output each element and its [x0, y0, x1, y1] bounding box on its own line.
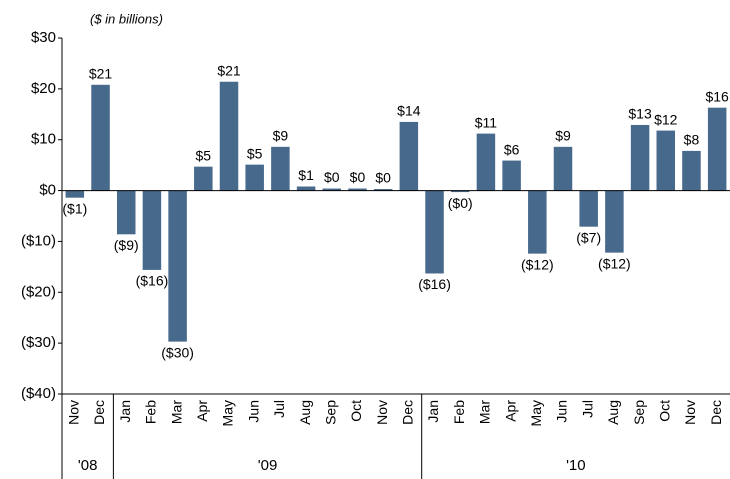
bar — [399, 121, 419, 191]
bar — [296, 186, 316, 191]
x-tick-label: Feb — [451, 400, 467, 424]
y-tick-label: $30 — [31, 29, 56, 46]
chart-subtitle: ($ in billions) — [90, 11, 163, 26]
bar — [450, 190, 470, 193]
data-label: $16 — [705, 88, 729, 104]
data-label: ($1) — [62, 200, 87, 216]
bar — [245, 164, 264, 191]
bar — [707, 107, 727, 191]
x-tick-label: Mar — [477, 400, 493, 424]
bar — [476, 133, 496, 191]
x-tick-label: Dec — [400, 400, 416, 425]
x-tick-label: Apr — [194, 400, 210, 422]
data-label: $5 — [196, 147, 212, 163]
bar — [656, 130, 676, 191]
x-tick-label: Jul — [271, 400, 287, 418]
x-tick-label: Nov — [682, 400, 698, 425]
bar — [630, 124, 650, 191]
bar — [528, 190, 547, 254]
data-label: $6 — [504, 141, 520, 157]
data-label: $21 — [89, 65, 113, 81]
bar — [322, 188, 342, 191]
data-label: $1 — [298, 167, 314, 183]
data-label: $0 — [375, 170, 391, 186]
x-tick-label: Jun — [554, 400, 570, 423]
x-tick-label: May — [220, 400, 236, 426]
x-tick-label: Mar — [168, 400, 184, 424]
x-tick-label: Nov — [374, 400, 390, 425]
data-label: $12 — [654, 111, 678, 127]
bar — [91, 84, 110, 191]
x-tick-label: Jun — [245, 400, 261, 423]
x-tick-label: Jul — [579, 400, 595, 418]
group-label: '09 — [258, 457, 278, 474]
y-tick-label: $10 — [31, 131, 56, 148]
data-label: ($12) — [521, 256, 554, 272]
bar — [605, 190, 624, 253]
x-tick-label: Nov — [66, 400, 82, 425]
x-tick-label: Sep — [322, 400, 338, 425]
data-label: ($7) — [576, 229, 601, 245]
x-tick-label: May — [528, 400, 544, 426]
y-tick-label: ($30) — [21, 334, 56, 351]
bar — [579, 190, 598, 227]
x-tick-label: Sep — [631, 400, 647, 425]
bar — [65, 190, 85, 198]
y-tick-label: ($10) — [21, 232, 56, 249]
bar — [502, 160, 521, 191]
bar — [348, 188, 367, 191]
data-label: ($16) — [136, 273, 169, 289]
group-label: '08 — [78, 457, 98, 474]
bar — [219, 81, 239, 191]
data-label: $9 — [273, 128, 289, 144]
data-label: $14 — [397, 103, 421, 119]
y-tick-label: ($40) — [21, 385, 56, 402]
bar — [425, 190, 444, 274]
bar — [682, 150, 701, 191]
x-tick-label: Oct — [656, 400, 672, 422]
x-tick-label: Apr — [502, 400, 518, 422]
x-tick-label: Oct — [348, 400, 364, 422]
bar — [553, 146, 573, 191]
y-tick-label: $20 — [31, 80, 56, 97]
y-tick-label: $0 — [39, 182, 56, 199]
y-tick-label: ($20) — [21, 283, 56, 300]
data-label: ($12) — [598, 255, 631, 271]
x-tick-label: Jan — [425, 400, 441, 423]
x-tick-label: Aug — [605, 400, 621, 425]
bar — [194, 166, 213, 191]
data-label: $0 — [324, 169, 340, 185]
data-label: ($16) — [418, 276, 451, 292]
x-tick-label: Aug — [297, 400, 313, 425]
data-label: $8 — [684, 132, 700, 148]
bar — [271, 146, 290, 191]
bar — [168, 190, 187, 342]
data-label: $5 — [247, 145, 263, 161]
x-tick-label: Jan — [117, 400, 133, 423]
data-label: ($30) — [161, 344, 194, 360]
x-tick-label: Dec — [91, 400, 107, 425]
data-label: ($9) — [114, 237, 139, 253]
bar — [116, 190, 136, 235]
data-label: $0 — [350, 169, 366, 185]
data-label: $11 — [475, 114, 498, 130]
x-tick-label: Feb — [143, 400, 159, 424]
data-label: $21 — [217, 62, 241, 78]
x-tick-label: Dec — [708, 400, 724, 425]
bar — [373, 189, 393, 191]
data-label: $9 — [555, 128, 571, 144]
data-label: ($0) — [448, 195, 473, 211]
data-label: $13 — [628, 106, 652, 122]
bar — [142, 190, 162, 270]
group-label: '10 — [566, 457, 586, 474]
